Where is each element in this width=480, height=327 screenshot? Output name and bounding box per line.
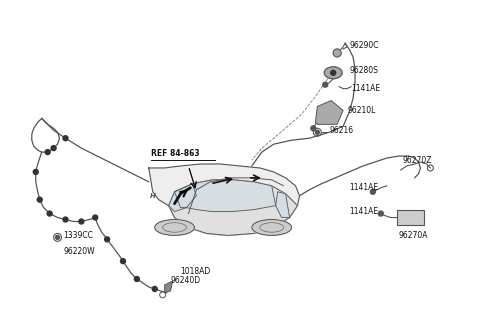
Polygon shape <box>315 100 343 124</box>
Text: 1018AD: 1018AD <box>180 267 211 276</box>
Polygon shape <box>165 281 173 293</box>
Text: 1141AE: 1141AE <box>349 207 378 216</box>
Circle shape <box>105 237 109 242</box>
Text: 96216: 96216 <box>329 126 353 135</box>
Circle shape <box>315 130 319 134</box>
Text: H: H <box>150 193 156 199</box>
Text: 1141AE: 1141AE <box>351 84 380 93</box>
Text: 1339CC: 1339CC <box>63 231 94 240</box>
Circle shape <box>79 219 84 224</box>
Text: 96220W: 96220W <box>63 247 95 256</box>
Circle shape <box>37 197 42 202</box>
Circle shape <box>33 169 38 174</box>
Circle shape <box>331 70 336 75</box>
Circle shape <box>63 136 68 141</box>
Text: 96290C: 96290C <box>349 41 379 49</box>
Circle shape <box>323 82 328 87</box>
Circle shape <box>333 49 341 57</box>
Circle shape <box>45 150 50 155</box>
Circle shape <box>47 211 52 216</box>
Ellipse shape <box>155 219 194 235</box>
Text: 1141AE: 1141AE <box>349 183 378 192</box>
Polygon shape <box>175 180 276 212</box>
Circle shape <box>51 146 56 151</box>
Text: 96270Z: 96270Z <box>403 156 432 164</box>
Text: 96270A: 96270A <box>399 232 428 240</box>
Circle shape <box>378 211 383 216</box>
Circle shape <box>311 126 316 131</box>
Polygon shape <box>168 180 298 235</box>
Ellipse shape <box>252 219 291 235</box>
Text: 96210L: 96210L <box>347 106 375 115</box>
Polygon shape <box>149 164 300 235</box>
Circle shape <box>63 217 68 222</box>
Circle shape <box>93 215 98 220</box>
Circle shape <box>152 286 157 291</box>
Ellipse shape <box>324 67 342 79</box>
Bar <box>396 210 424 226</box>
Circle shape <box>371 189 375 194</box>
Text: 96240D: 96240D <box>170 277 201 285</box>
Circle shape <box>134 277 139 282</box>
Polygon shape <box>276 192 289 217</box>
Text: REF 84-863: REF 84-863 <box>151 149 199 158</box>
Circle shape <box>56 235 60 239</box>
Polygon shape <box>168 184 196 212</box>
Circle shape <box>120 259 125 264</box>
Text: 96280S: 96280S <box>349 66 378 75</box>
